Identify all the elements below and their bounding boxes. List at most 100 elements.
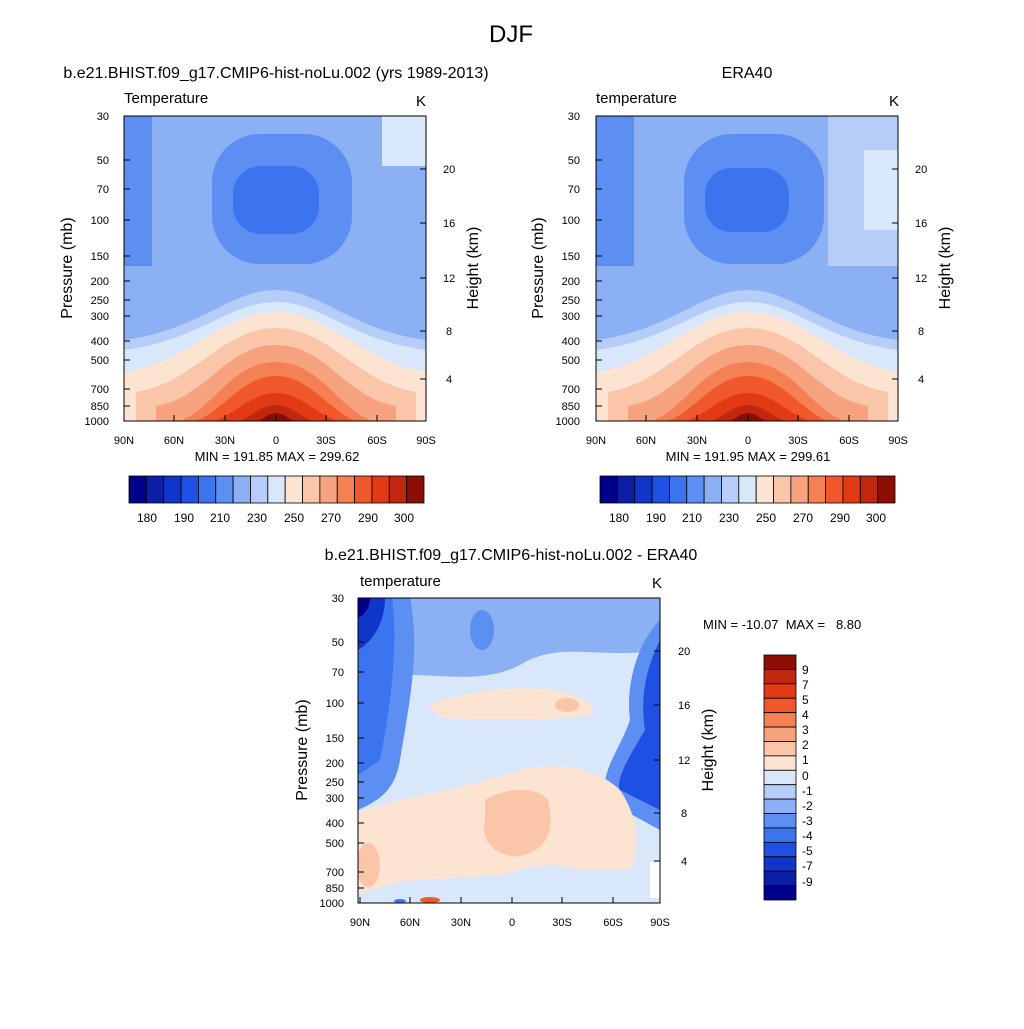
y-right-tick-label: 4 xyxy=(681,856,687,868)
y-tick-label: 50 xyxy=(332,637,344,649)
min-max-stats: MIN = -10.07 MAX = 8.80 xyxy=(703,617,861,632)
subtitle-left: Temperature xyxy=(124,90,208,107)
colorbar-swatch xyxy=(763,741,797,757)
polar-cold-column xyxy=(596,116,634,266)
colorbar-swatch xyxy=(669,475,688,504)
colorbar-tick-label: 3 xyxy=(802,723,809,737)
panel-difference: b.e21.BHIST.f09_g17.CMIP6-hist-noLu.002 … xyxy=(294,547,861,929)
y-axis-label: Pressure (mb) xyxy=(530,217,547,318)
colorbar-swatch xyxy=(163,475,182,504)
colorbar-swatch xyxy=(354,475,373,504)
contour-region xyxy=(394,899,406,903)
y-right-tick-label: 16 xyxy=(678,700,690,712)
x-axis-ticks: 90N 60N 30N 0 30S 60S 90S xyxy=(350,897,670,929)
page-title: DJF xyxy=(489,21,533,48)
y-axis-left-ticks: 30 50 70 100 150 200 250 300 400 500 700… xyxy=(556,111,602,428)
y-right-tick-label: 12 xyxy=(915,273,927,285)
x-tick-label: 0 xyxy=(745,435,751,447)
colorbar-swatch xyxy=(773,475,792,504)
y-right-tick-label: 8 xyxy=(681,808,687,820)
colorbar-labels: 180 190 210 230 250 270 290 300 xyxy=(609,511,886,525)
plot-frame xyxy=(357,597,661,904)
y-tick-label: 100 xyxy=(91,215,109,227)
plot-fill xyxy=(124,116,426,421)
colorbar-swatch xyxy=(215,475,234,504)
y-tick-label: 700 xyxy=(91,384,109,396)
colorbar-swatch xyxy=(703,475,722,504)
contour-region xyxy=(428,688,594,720)
y-tick-label: 70 xyxy=(332,667,344,679)
x-tick-label: 90N xyxy=(350,917,370,929)
colorbar-swatch xyxy=(877,475,896,504)
colorbar xyxy=(128,475,425,504)
colorbar xyxy=(763,654,797,901)
y-right-tick-label: 4 xyxy=(918,374,924,386)
y-tick-label: 400 xyxy=(326,818,344,830)
colorbar-swatch xyxy=(198,475,217,504)
colorbar-swatch xyxy=(842,475,861,504)
colorbar-tick-label: 5 xyxy=(802,693,809,707)
colorbar-tick-label: 0 xyxy=(802,769,809,783)
colorbar-tick-label: 230 xyxy=(247,511,267,525)
colorbar-swatch xyxy=(763,798,797,814)
colorbar-swatch xyxy=(763,885,797,901)
x-tick-label: 30S xyxy=(552,917,572,929)
colorbar-tick-label: 4 xyxy=(802,708,809,722)
colorbar-swatch xyxy=(267,475,286,504)
colorbar-swatch xyxy=(721,475,740,504)
y-tick-label: 50 xyxy=(568,155,580,167)
y-axis-right-label: Height (km) xyxy=(700,709,717,792)
y-axis-right-ticks: 20 16 12 8 4 xyxy=(654,646,690,868)
x-tick-label: 90S xyxy=(416,435,436,447)
colorbar xyxy=(599,475,896,504)
colorbar-swatch xyxy=(825,475,844,504)
y-tick-label: 500 xyxy=(326,838,344,850)
contour-region xyxy=(484,789,551,857)
subtitle-left: temperature xyxy=(360,573,441,590)
y-tick-label: 1000 xyxy=(556,416,580,428)
subtitle-left: temperature xyxy=(596,90,677,107)
y-tick-label: 50 xyxy=(97,155,109,167)
colorbar-tick-label: 1 xyxy=(802,753,809,767)
colorbar-swatch xyxy=(686,475,705,504)
y-axis-label: Pressure (mb) xyxy=(294,699,311,800)
x-tick-label: 30S xyxy=(316,435,336,447)
colorbar-swatch xyxy=(763,856,797,872)
colorbar-tick-label: -3 xyxy=(802,814,813,828)
colorbar-swatch xyxy=(763,870,797,886)
colorbar-swatch xyxy=(616,475,636,504)
colorbar-swatch xyxy=(763,726,797,742)
plot-fill xyxy=(596,116,898,421)
panel-model: b.e21.BHIST.f09_g17.CMIP6-hist-noLu.002 … xyxy=(59,65,489,525)
y-tick-label: 300 xyxy=(91,311,109,323)
y-tick-label: 30 xyxy=(568,111,580,123)
y-tick-label: 300 xyxy=(326,793,344,805)
panel-title: ERA40 xyxy=(722,65,773,82)
colorbar-swatch xyxy=(763,813,797,829)
y-tick-label: 500 xyxy=(562,355,580,367)
x-tick-label: 90N xyxy=(586,435,606,447)
colorbar-swatch xyxy=(790,475,809,504)
colorbar-swatch xyxy=(180,475,199,504)
y-tick-label: 30 xyxy=(97,111,109,123)
y-tick-label: 400 xyxy=(91,336,109,348)
colorbar-swatch xyxy=(284,475,303,504)
y-tick-label: 850 xyxy=(562,401,580,413)
x-axis-ticks: 90N 60N 30N 0 30S 60S 90S xyxy=(586,415,908,447)
panel-era40: ERA40 temperature K xyxy=(530,65,954,525)
plot-fill xyxy=(358,598,660,903)
x-tick-label: 90S xyxy=(888,435,908,447)
colorbar-tick-label: 290 xyxy=(830,511,850,525)
colorbar-swatch xyxy=(128,475,147,504)
upper-cold-core xyxy=(705,168,789,232)
x-tick-label: 60N xyxy=(636,435,656,447)
x-tick-label: 60N xyxy=(400,917,420,929)
y-tick-label: 400 xyxy=(562,336,580,348)
y-tick-label: 150 xyxy=(91,251,109,263)
colorbar-swatch xyxy=(250,475,269,504)
y-axis-right-ticks: 20 16 12 8 4 xyxy=(420,164,455,386)
colorbar-tick-label: -1 xyxy=(802,784,813,798)
y-tick-label: 250 xyxy=(562,295,580,307)
x-tick-label: 90N xyxy=(114,435,134,447)
